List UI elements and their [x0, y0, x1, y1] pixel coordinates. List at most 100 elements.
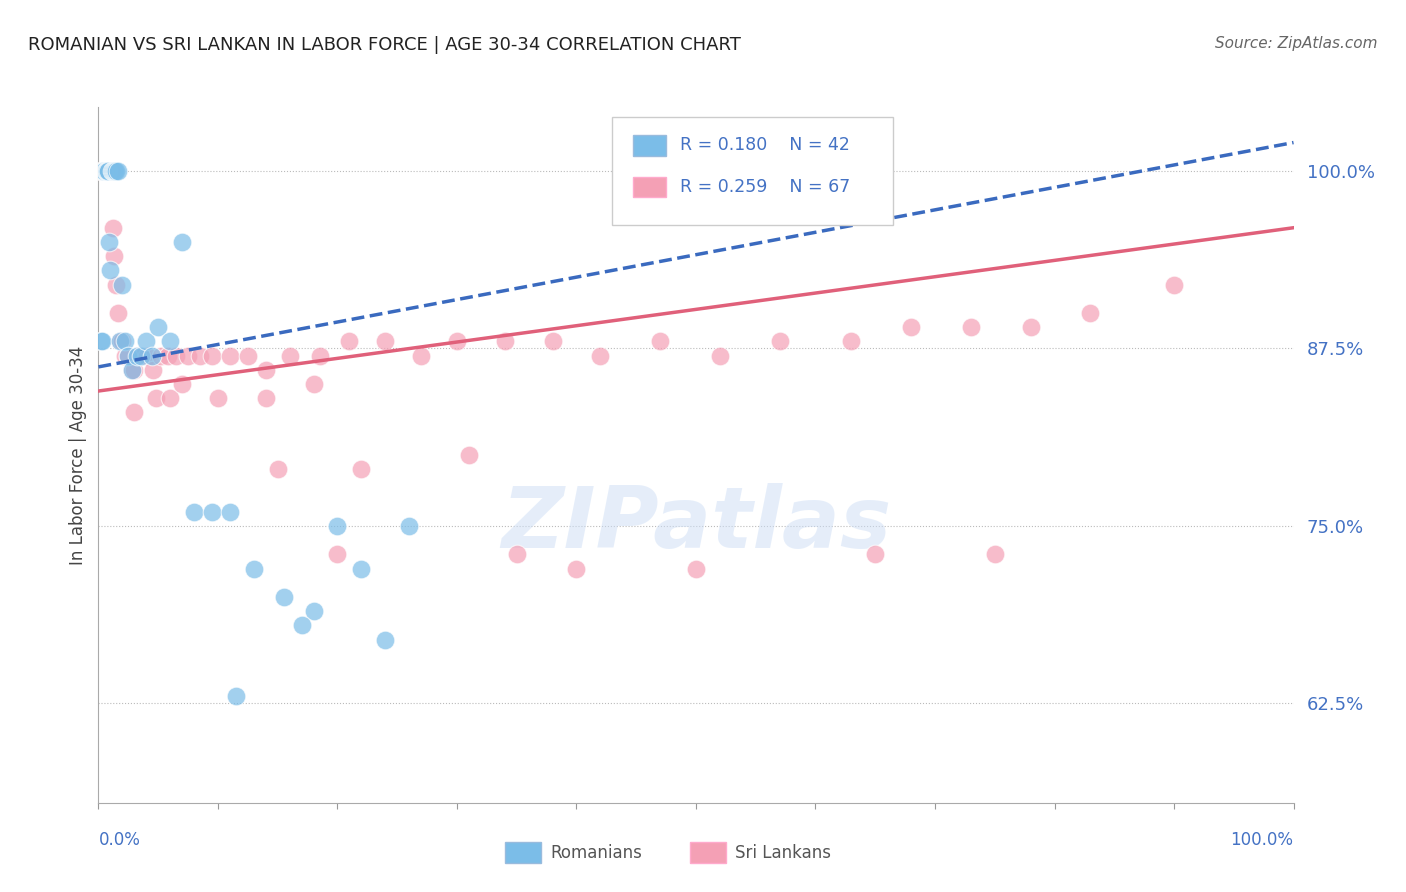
Point [90, 334, 112, 349]
Point [96, 164, 118, 178]
Point [105, 277, 128, 292]
Text: R = 0.180    N = 42: R = 0.180 N = 42 [681, 136, 851, 154]
Point [326, 547, 349, 561]
Point [541, 334, 564, 349]
Point [565, 561, 588, 575]
Point [97, 164, 120, 178]
Point [100, 164, 122, 178]
Point [93, 164, 115, 178]
Point [177, 349, 200, 363]
Point [135, 334, 157, 349]
Point [114, 349, 136, 363]
Point [411, 349, 433, 363]
Point [121, 362, 143, 376]
Point [207, 391, 229, 405]
Point [103, 249, 125, 263]
Point [398, 519, 420, 533]
Point [105, 164, 128, 178]
Point [165, 349, 187, 363]
Point [172, 235, 194, 249]
Point [114, 334, 136, 349]
Point [339, 334, 361, 349]
Point [101, 164, 124, 178]
Point [108, 334, 131, 349]
Point [159, 391, 181, 405]
Point [117, 349, 139, 363]
Point [117, 349, 139, 363]
Point [267, 462, 290, 476]
Text: Romanians: Romanians [550, 844, 643, 862]
Point [142, 362, 165, 376]
Point [98, 164, 122, 178]
Point [96, 164, 118, 178]
Point [125, 349, 148, 363]
Point [101, 220, 124, 235]
Point [685, 561, 707, 575]
Point [219, 505, 242, 519]
Point [124, 405, 146, 419]
Point [236, 349, 259, 363]
Point [1163, 277, 1185, 292]
Text: Source: ZipAtlas.com: Source: ZipAtlas.com [1215, 36, 1378, 51]
Point [107, 306, 129, 320]
Point [91, 164, 114, 178]
Point [136, 349, 159, 363]
Point [91, 164, 114, 178]
Point [141, 349, 163, 363]
Point [93, 164, 115, 178]
Point [91, 334, 114, 349]
Point [648, 334, 672, 349]
Point [124, 362, 146, 376]
Point [183, 505, 205, 519]
Point [97, 164, 120, 178]
Point [865, 547, 887, 561]
FancyBboxPatch shape [633, 177, 666, 197]
Text: 100.0%: 100.0% [1230, 830, 1294, 848]
Point [107, 164, 129, 178]
Point [156, 349, 179, 363]
Point [506, 547, 529, 561]
Point [446, 334, 468, 349]
Text: ZIPatlas: ZIPatlas [501, 483, 891, 566]
Point [100, 164, 122, 178]
Point [98, 263, 122, 277]
Point [589, 349, 612, 363]
Point [127, 349, 149, 363]
Point [98, 164, 121, 178]
Point [273, 590, 295, 604]
Point [111, 277, 134, 292]
Point [254, 391, 277, 405]
Point [841, 334, 863, 349]
Point [709, 349, 731, 363]
Point [302, 376, 325, 391]
Point [374, 334, 396, 349]
Point [172, 376, 194, 391]
FancyBboxPatch shape [690, 842, 725, 863]
Text: R = 0.259    N = 67: R = 0.259 N = 67 [681, 178, 851, 196]
Point [103, 164, 125, 178]
Point [278, 349, 301, 363]
Point [374, 632, 396, 647]
Point [225, 690, 247, 704]
FancyBboxPatch shape [613, 118, 893, 226]
Point [458, 448, 481, 462]
Point [201, 505, 224, 519]
Point [159, 334, 181, 349]
Point [121, 362, 143, 376]
FancyBboxPatch shape [633, 135, 666, 156]
Point [768, 334, 790, 349]
Point [900, 320, 922, 334]
Point [494, 334, 516, 349]
Point [308, 349, 330, 363]
Point [98, 235, 121, 249]
Point [188, 349, 211, 363]
Point [91, 164, 114, 178]
Point [145, 391, 167, 405]
Point [291, 618, 314, 632]
Point [149, 349, 172, 363]
Point [960, 320, 983, 334]
Point [111, 334, 134, 349]
Point [219, 349, 242, 363]
Text: Sri Lankans: Sri Lankans [735, 844, 831, 862]
Point [984, 547, 1007, 561]
